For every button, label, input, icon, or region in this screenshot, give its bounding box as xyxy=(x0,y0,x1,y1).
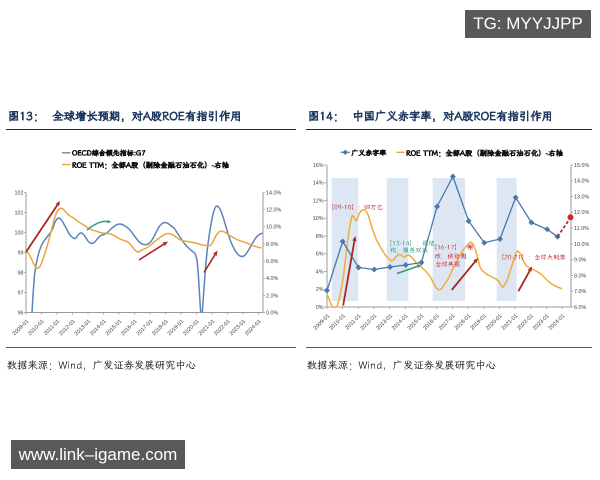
svg-text:2.0%: 2.0% xyxy=(266,293,278,299)
svg-text:2009-01: 2009-01 xyxy=(313,313,332,332)
svg-text:2022-01: 2022-01 xyxy=(516,313,535,332)
svg-text:2019-01: 2019-01 xyxy=(469,313,488,332)
svg-text:6.0%: 6.0% xyxy=(266,259,278,265)
svg-text:2018-01: 2018-01 xyxy=(454,313,473,332)
svg-text:96: 96 xyxy=(18,310,24,316)
svg-text:6%: 6% xyxy=(316,252,324,258)
svg-text:10.0%: 10.0% xyxy=(574,242,589,248)
svg-text:13.0%: 13.0% xyxy=(574,195,589,201)
svg-text:12.0%: 12.0% xyxy=(266,208,281,214)
svg-text:0%: 0% xyxy=(316,305,324,311)
svg-text:9.0%: 9.0% xyxy=(574,258,586,264)
svg-text:4%: 4% xyxy=(316,269,324,275)
svg-text:97: 97 xyxy=(18,290,24,296)
svg-text:100: 100 xyxy=(15,230,24,236)
svg-text:8%: 8% xyxy=(316,234,324,240)
svg-text:2024-01: 2024-01 xyxy=(244,319,263,338)
svg-text:2010-01: 2010-01 xyxy=(27,319,46,338)
svg-text:10%: 10% xyxy=(313,216,324,222)
svg-text:4.0%: 4.0% xyxy=(266,276,278,282)
svg-text:14%: 14% xyxy=(313,181,324,187)
svg-text:12%: 12% xyxy=(313,198,324,204)
svg-text:2010-01: 2010-01 xyxy=(328,313,347,332)
svg-text:6.0%: 6.0% xyxy=(574,305,586,311)
svg-text:11.0%: 11.0% xyxy=(574,226,589,232)
svg-text:101: 101 xyxy=(15,210,24,216)
svg-text:14.0%: 14.0% xyxy=(266,190,281,196)
svg-text:14.0%: 14.0% xyxy=(574,179,589,185)
svg-text:10.0%: 10.0% xyxy=(266,225,281,231)
svg-text:0.0%: 0.0% xyxy=(266,310,278,316)
svg-text:8.0%: 8.0% xyxy=(266,242,278,248)
svg-text:8.0%: 8.0% xyxy=(574,273,586,279)
svg-text:2013-01: 2013-01 xyxy=(375,313,394,332)
svg-text:15.0%: 15.0% xyxy=(574,163,589,169)
svg-text:12.0%: 12.0% xyxy=(574,210,589,216)
svg-text:2015-01: 2015-01 xyxy=(407,313,426,332)
svg-text:7.0%: 7.0% xyxy=(574,289,586,295)
svg-text:2021-01: 2021-01 xyxy=(501,313,520,332)
svg-text:102: 102 xyxy=(15,190,24,196)
svg-text:2012-01: 2012-01 xyxy=(360,313,379,332)
svg-text:2%: 2% xyxy=(316,287,324,293)
svg-text:16%: 16% xyxy=(313,163,324,169)
svg-text:98: 98 xyxy=(18,270,24,276)
svg-text:99: 99 xyxy=(18,250,24,256)
svg-text:2016-01: 2016-01 xyxy=(422,313,441,332)
svg-text:2024-01: 2024-01 xyxy=(548,313,567,332)
